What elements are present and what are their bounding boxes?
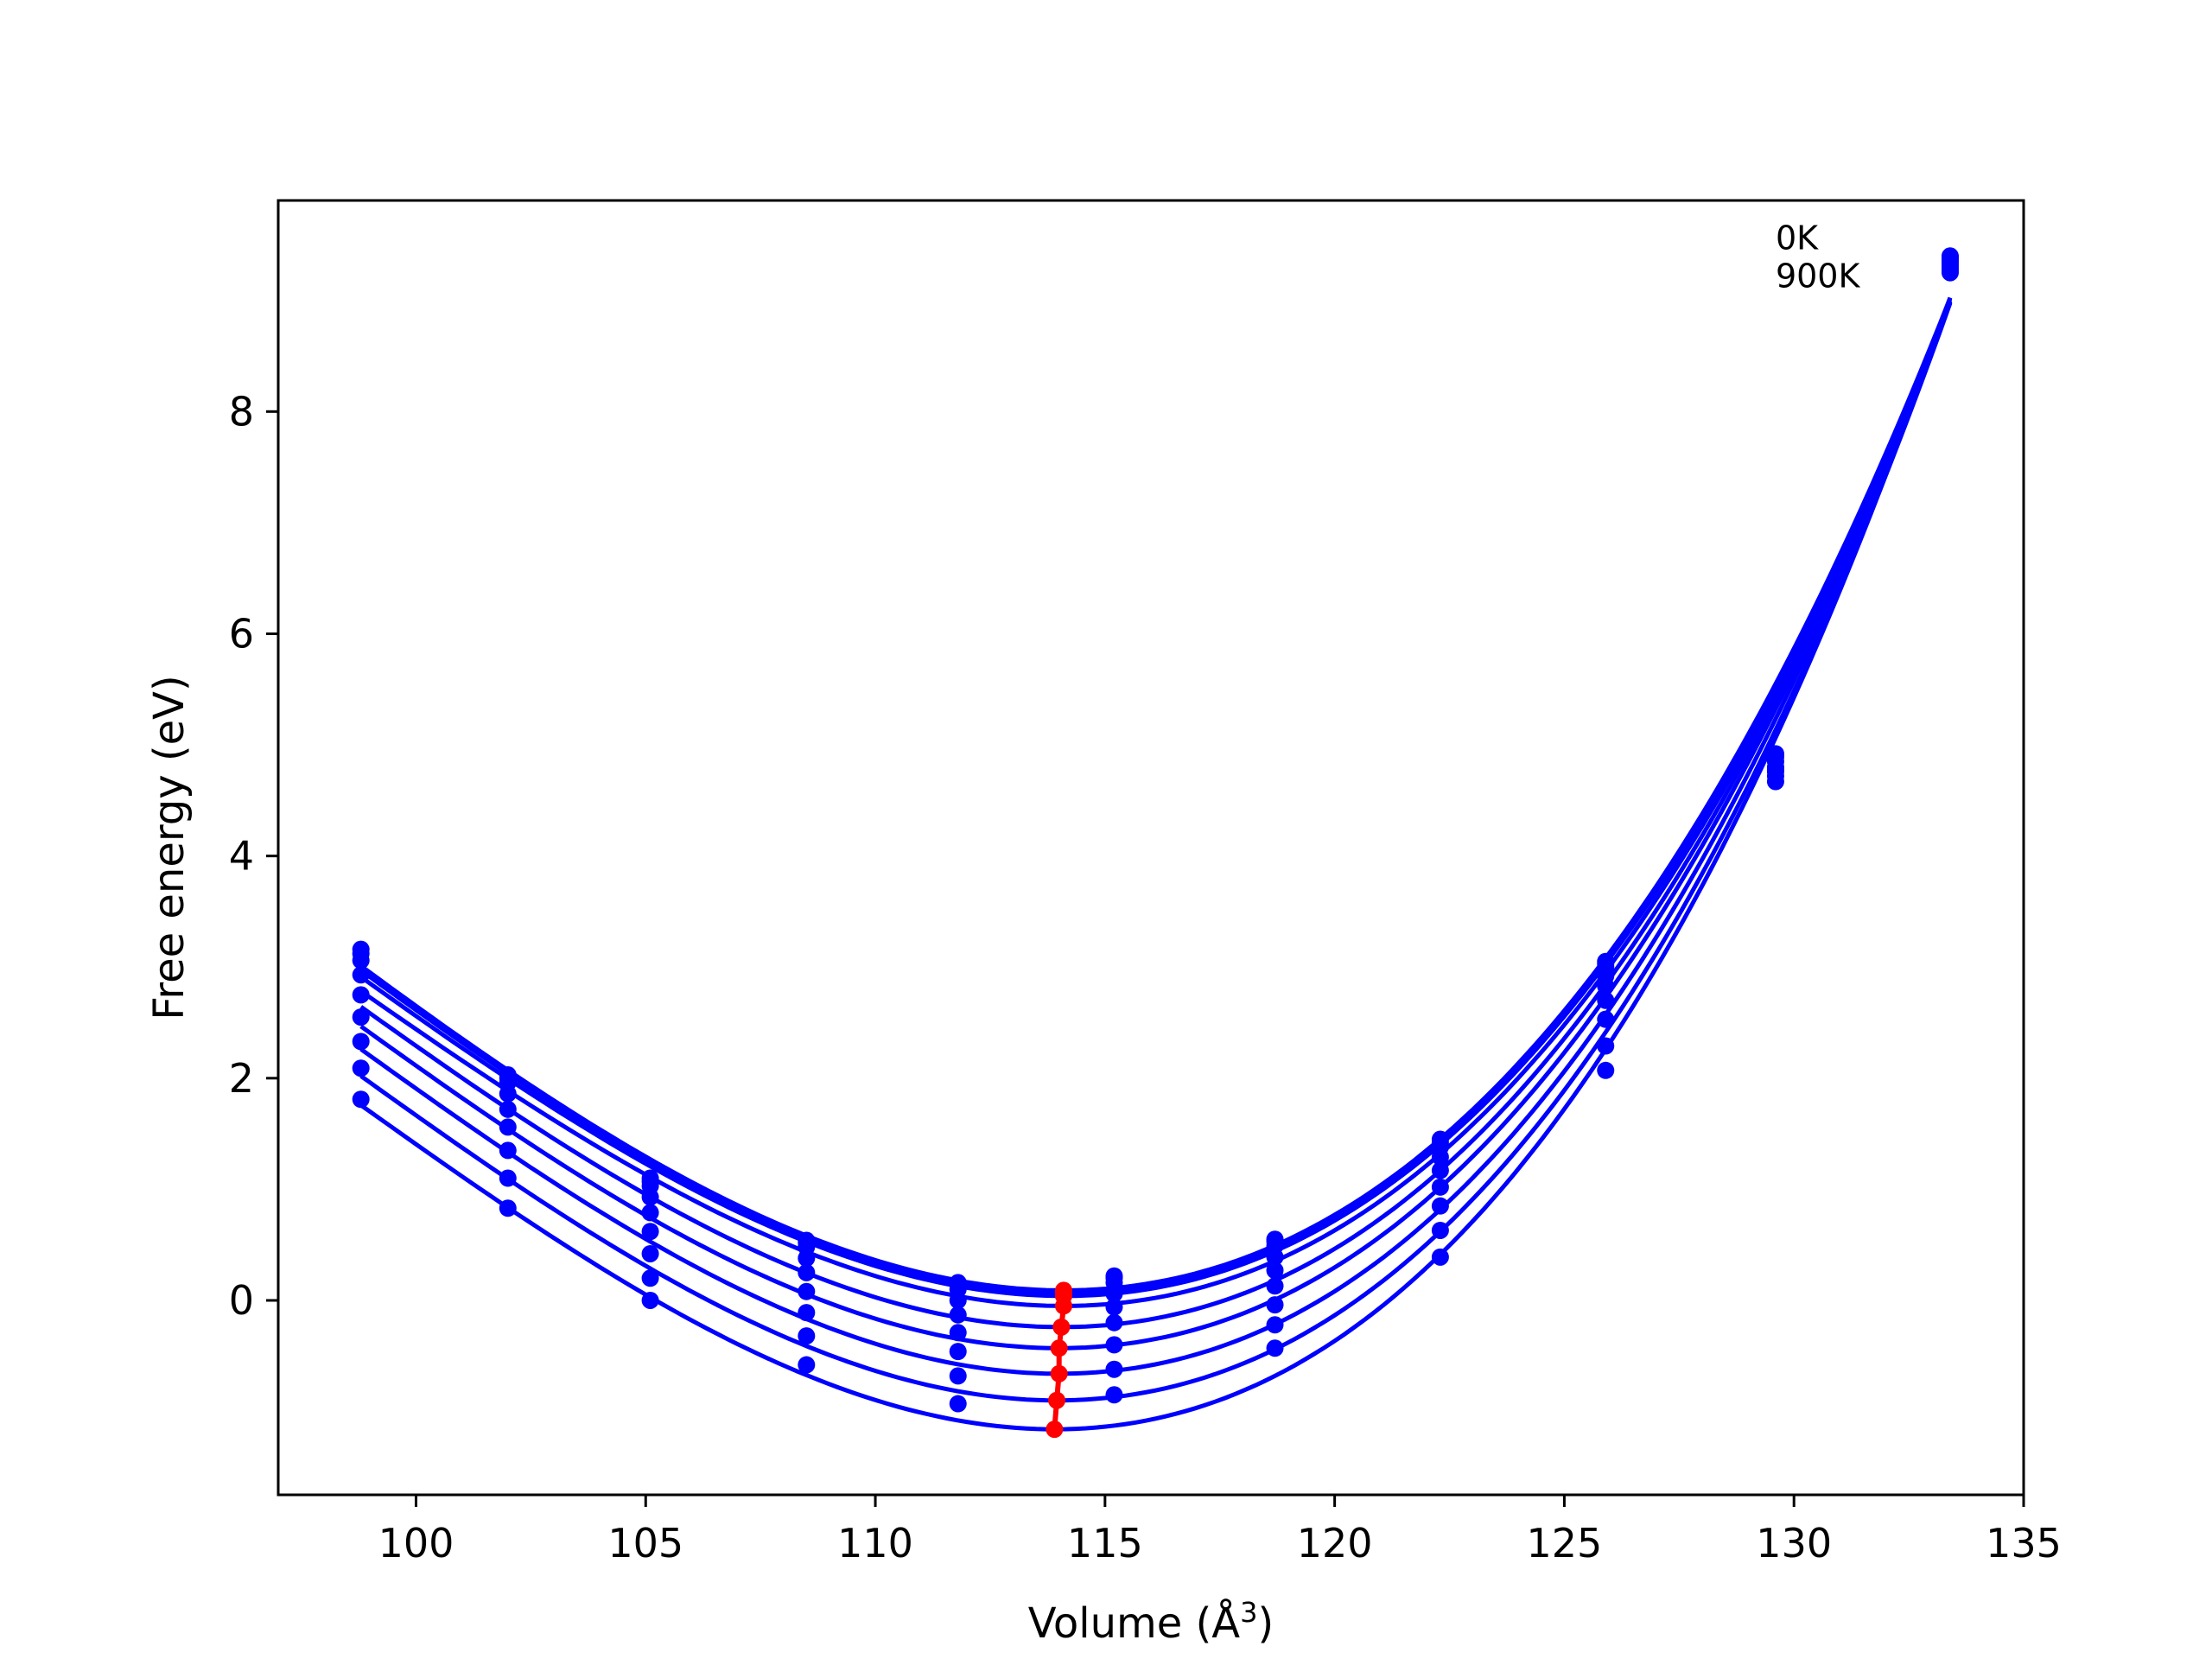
data-point bbox=[1431, 1178, 1449, 1196]
fit-curve-6 bbox=[359, 301, 1953, 1376]
fit-curve-2 bbox=[359, 300, 1953, 1299]
y-axis-label: Free energy (eV) bbox=[145, 675, 194, 1020]
data-point bbox=[949, 1367, 967, 1385]
data-point bbox=[352, 1090, 370, 1109]
data-point bbox=[1105, 1298, 1123, 1316]
minimum-trace bbox=[1052, 1290, 1066, 1430]
data-point bbox=[798, 1249, 816, 1268]
data-point bbox=[352, 986, 370, 1004]
data-point bbox=[798, 1304, 816, 1322]
data-point bbox=[1597, 977, 1615, 995]
data-point bbox=[1597, 1010, 1615, 1028]
y-tick-label: 2 bbox=[229, 1055, 254, 1102]
x-tick-label: 100 bbox=[378, 1520, 454, 1567]
data-point bbox=[1266, 1248, 1284, 1266]
data-point bbox=[352, 1033, 370, 1051]
data-point bbox=[641, 1188, 659, 1206]
x-tick-label: 105 bbox=[607, 1520, 683, 1567]
y-tick-label: 8 bbox=[229, 388, 254, 435]
data-point bbox=[1941, 264, 1959, 282]
data-point bbox=[499, 1118, 517, 1136]
data-point bbox=[949, 1395, 967, 1413]
data-point bbox=[641, 1223, 659, 1241]
data-point bbox=[1105, 1313, 1123, 1332]
data-point bbox=[1597, 1061, 1615, 1079]
fit-curve-4 bbox=[359, 302, 1953, 1330]
data-point bbox=[1266, 1262, 1284, 1280]
data-point bbox=[1266, 1339, 1284, 1357]
data-point bbox=[949, 1306, 967, 1324]
data-point bbox=[1105, 1285, 1123, 1303]
data-point bbox=[499, 1169, 517, 1187]
x-tick-label: 110 bbox=[837, 1520, 913, 1567]
data-point bbox=[1597, 991, 1615, 1009]
data-point bbox=[949, 1343, 967, 1361]
data-point bbox=[949, 1291, 967, 1309]
data-point bbox=[352, 966, 370, 984]
minimum-points bbox=[1046, 1281, 1072, 1439]
x-tick-label: 120 bbox=[1297, 1520, 1373, 1567]
y-tick-label: 4 bbox=[229, 833, 254, 880]
data-point bbox=[1431, 1148, 1449, 1166]
x-axis-label-superscript: 3 bbox=[1240, 1596, 1257, 1629]
fit-curves bbox=[359, 296, 1953, 1432]
data-point bbox=[1105, 1336, 1123, 1354]
data-point bbox=[1431, 1197, 1449, 1215]
x-axis-label-main: Volume (Å bbox=[1028, 1599, 1241, 1648]
data-point bbox=[1266, 1316, 1284, 1334]
fit-curve-8 bbox=[359, 296, 1953, 1432]
x-axis-label: Volume (Å3) bbox=[1028, 1596, 1274, 1648]
fit-curve-3 bbox=[359, 302, 1953, 1308]
x-tick-label: 125 bbox=[1527, 1520, 1603, 1567]
data-point bbox=[1266, 1296, 1284, 1314]
x-tick-label: 130 bbox=[1756, 1520, 1832, 1567]
data-point bbox=[499, 1100, 517, 1118]
fit-curve-7 bbox=[359, 302, 1953, 1403]
data-point bbox=[352, 951, 370, 969]
data-point bbox=[1766, 762, 1784, 780]
fit-curve-5 bbox=[359, 301, 1953, 1351]
x-axis-ticks: 100 105 110 115 120 125 130 135 bbox=[378, 1495, 2062, 1567]
data-points bbox=[352, 247, 1959, 1413]
data-point bbox=[1266, 1277, 1284, 1295]
data-point bbox=[499, 1084, 517, 1103]
data-point bbox=[1105, 1386, 1123, 1404]
y-tick-label: 6 bbox=[229, 610, 254, 657]
data-point bbox=[798, 1327, 816, 1345]
data-point bbox=[949, 1324, 967, 1342]
data-point bbox=[641, 1291, 659, 1309]
y-axis-ticks: 0 2 4 6 8 bbox=[229, 388, 278, 1324]
data-point bbox=[499, 1199, 517, 1217]
x-tick-label: 135 bbox=[1986, 1520, 2062, 1567]
data-point bbox=[499, 1141, 517, 1160]
x-axis-label-close: ) bbox=[1257, 1599, 1274, 1648]
data-point bbox=[641, 1269, 659, 1287]
data-point bbox=[798, 1282, 816, 1300]
data-point bbox=[1105, 1360, 1123, 1378]
x-tick-label: 115 bbox=[1067, 1520, 1143, 1567]
data-point bbox=[352, 1059, 370, 1077]
data-point bbox=[1431, 1221, 1449, 1239]
data-point bbox=[798, 1356, 816, 1374]
data-point bbox=[1431, 1248, 1449, 1266]
y-tick-label: 0 bbox=[229, 1277, 254, 1324]
data-point bbox=[798, 1263, 816, 1281]
data-point bbox=[352, 1008, 370, 1027]
data-point bbox=[641, 1204, 659, 1222]
minimum-point bbox=[1046, 1421, 1064, 1439]
annotation-900k: 900K bbox=[1776, 257, 1861, 295]
data-point bbox=[641, 1244, 659, 1262]
annotation-0k: 0K bbox=[1776, 219, 1819, 257]
data-point bbox=[1431, 1161, 1449, 1179]
plot-frame bbox=[276, 199, 2025, 1497]
data-point bbox=[1597, 1037, 1615, 1055]
